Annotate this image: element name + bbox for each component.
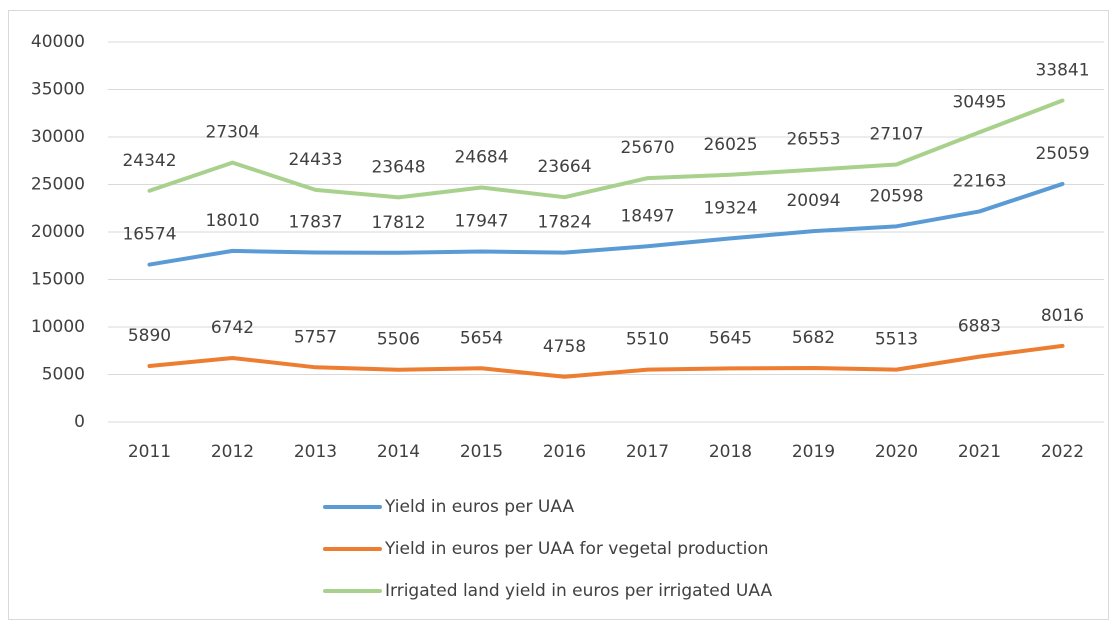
y-tick-label: 0 — [74, 412, 85, 432]
data-label: 25059 — [1035, 144, 1089, 164]
x-tick-label: 2013 — [294, 442, 337, 462]
data-label: 5510 — [626, 330, 669, 350]
data-label: 19324 — [703, 198, 757, 218]
data-label: 18010 — [205, 211, 259, 231]
y-tick-label: 10000 — [31, 317, 85, 337]
data-label: 30495 — [952, 92, 1006, 112]
x-tick-label: 2022 — [1041, 442, 1084, 462]
x-tick-label: 2014 — [377, 442, 420, 462]
legend-label: Yield in euros per UAA for vegetal produ… — [384, 539, 769, 559]
series-line — [147, 343, 1065, 379]
data-label: 8016 — [1041, 306, 1084, 326]
chart-frame — [8, 10, 1109, 620]
data-label: 23648 — [371, 157, 425, 177]
data-label: 33841 — [1035, 61, 1089, 81]
data-label: 5513 — [875, 330, 918, 350]
data-label: 26025 — [703, 135, 757, 155]
y-tick-label: 20000 — [31, 222, 85, 242]
data-label: 6883 — [958, 317, 1001, 337]
x-tick-label: 2015 — [460, 442, 503, 462]
x-tick-label: 2016 — [543, 442, 586, 462]
data-label: 5890 — [128, 326, 171, 346]
series-line — [147, 181, 1065, 267]
x-tick-label: 2021 — [958, 442, 1001, 462]
data-label: 5757 — [294, 327, 337, 347]
data-label: 18497 — [620, 206, 674, 226]
data-label: 22163 — [952, 171, 1006, 191]
data-label: 17812 — [371, 213, 425, 233]
y-tick-label: 40000 — [31, 32, 85, 52]
x-tick-label: 2011 — [128, 442, 171, 462]
series-line — [147, 98, 1065, 200]
data-label: 4758 — [543, 337, 586, 357]
data-label: 24433 — [288, 150, 342, 170]
data-label: 23664 — [537, 157, 591, 177]
data-label: 6742 — [211, 318, 254, 338]
data-label: 5682 — [792, 328, 835, 348]
y-tick-label: 35000 — [31, 80, 85, 100]
x-tick-label: 2020 — [875, 442, 918, 462]
data-label: 20598 — [869, 186, 923, 206]
x-tick-label: 2017 — [626, 442, 669, 462]
legend-label: Irrigated land yield in euros per irriga… — [385, 581, 772, 601]
data-label: 27304 — [205, 123, 259, 143]
data-label: 17837 — [288, 213, 342, 233]
data-label: 5654 — [460, 328, 503, 348]
data-label: 5506 — [377, 330, 420, 350]
data-label: 26553 — [786, 130, 840, 150]
y-tick-label: 25000 — [31, 175, 85, 195]
data-label: 16574 — [122, 225, 176, 245]
data-label: 5645 — [709, 328, 752, 348]
x-tick-label: 2018 — [709, 442, 752, 462]
x-tick-label: 2019 — [792, 442, 835, 462]
data-label: 25670 — [620, 138, 674, 158]
legend-label: Yield in euros per UAA — [384, 497, 574, 517]
data-label: 20094 — [786, 191, 840, 211]
data-label: 24342 — [122, 151, 176, 171]
y-tick-label: 5000 — [42, 365, 85, 385]
y-tick-label: 15000 — [31, 270, 85, 290]
y-tick-label: 30000 — [31, 127, 85, 147]
x-tick-label: 2012 — [211, 442, 254, 462]
data-label: 27107 — [869, 124, 923, 144]
data-label: 17947 — [454, 212, 508, 232]
data-label: 24684 — [454, 148, 508, 168]
data-label: 17824 — [537, 213, 591, 233]
